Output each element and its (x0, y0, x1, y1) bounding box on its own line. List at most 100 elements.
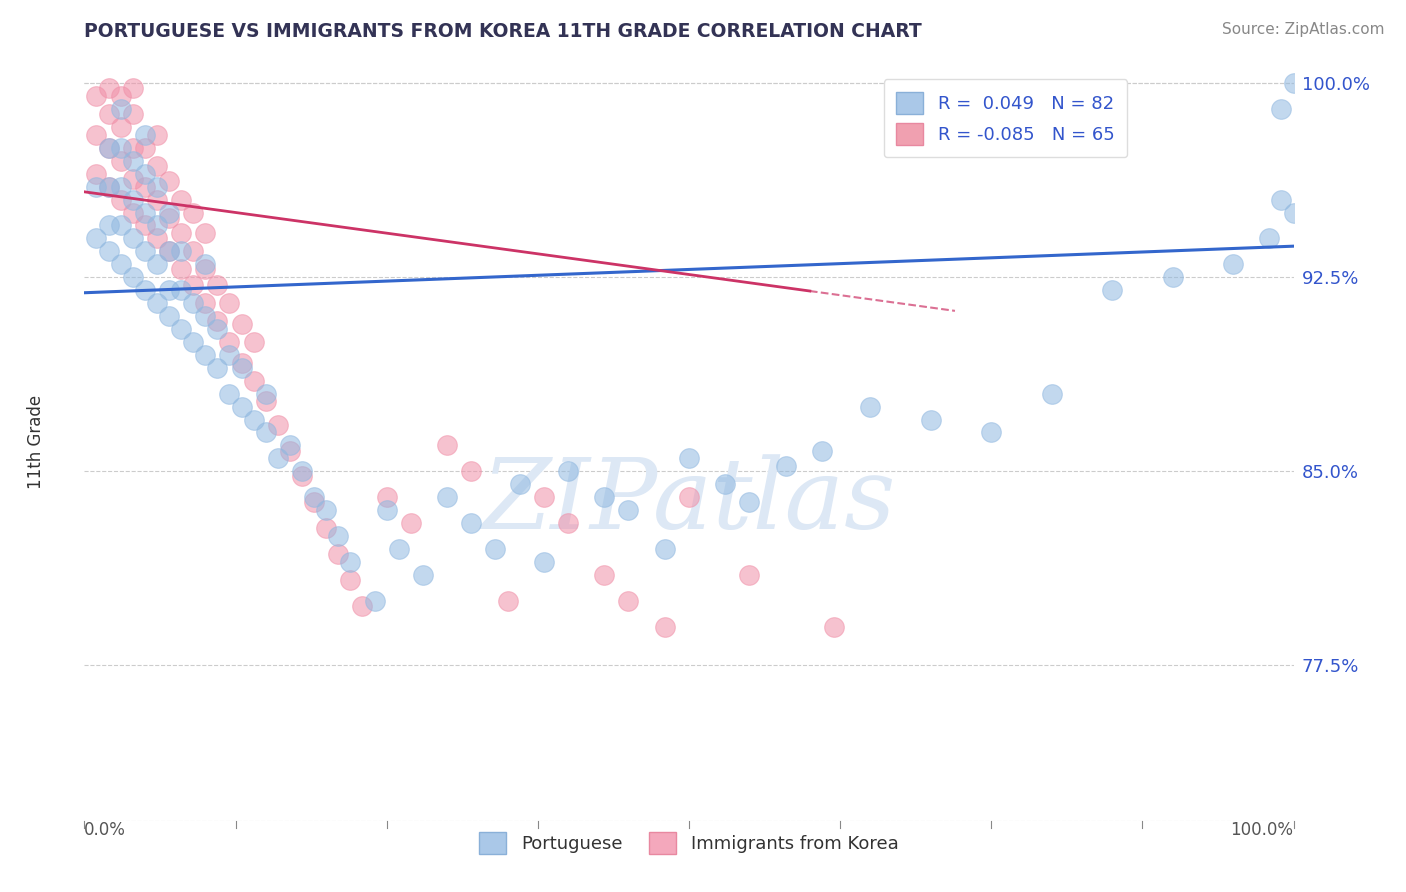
Point (157, 205, 180, 219)
Text: ZIPatlas: ZIPatlas (482, 455, 896, 549)
Point (146, 159, 169, 173)
Point (134, 128, 156, 142)
Point (557, 516, 579, 530)
Point (363, 593, 385, 607)
Point (375, 503, 398, 517)
Point (375, 490, 398, 504)
Point (352, 599, 374, 613)
Point (146, 219, 169, 233)
Point (121, 81, 143, 95)
Point (460, 464, 482, 478)
Point (170, 283, 193, 297)
Point (97, 244, 120, 259)
Point (134, 205, 156, 219)
Point (242, 334, 264, 349)
Point (146, 257, 169, 271)
Point (121, 193, 143, 207)
Point (121, 231, 143, 245)
Point (412, 567, 434, 582)
Point (170, 244, 193, 259)
Point (218, 296, 240, 310)
Point (134, 179, 156, 194)
Point (110, 120, 132, 135)
Point (496, 593, 519, 607)
Point (339, 555, 361, 569)
Point (593, 490, 616, 504)
Point (1258, 231, 1281, 245)
Point (339, 573, 361, 587)
Point (157, 244, 180, 259)
Point (157, 211, 180, 225)
Point (157, 309, 180, 323)
Point (291, 464, 314, 478)
Point (1282, 76, 1305, 90)
Point (110, 141, 132, 155)
Point (231, 400, 253, 414)
Point (207, 360, 229, 375)
Point (121, 205, 143, 219)
Point (557, 464, 579, 478)
Point (86, 231, 108, 245)
Point (207, 314, 229, 328)
Point (110, 179, 132, 194)
Point (859, 400, 882, 414)
Text: Source: ZipAtlas.com: Source: ZipAtlas.com (1222, 22, 1385, 37)
Point (267, 417, 290, 432)
Point (170, 226, 193, 240)
Point (194, 226, 217, 240)
Point (110, 219, 132, 233)
Point (157, 244, 180, 259)
Point (1282, 205, 1305, 219)
Point (97, 141, 120, 155)
Point (97, 81, 120, 95)
Point (181, 205, 204, 219)
Point (315, 503, 337, 517)
Point (170, 322, 193, 336)
Point (121, 153, 143, 168)
Point (920, 412, 942, 426)
Point (207, 322, 229, 336)
Point (157, 283, 180, 297)
Point (617, 503, 640, 517)
Point (654, 619, 676, 633)
Point (121, 270, 143, 285)
Point (121, 107, 143, 121)
Point (302, 495, 325, 509)
Point (194, 309, 217, 323)
Point (678, 490, 700, 504)
Point (678, 451, 700, 466)
Point (231, 317, 253, 331)
Point (460, 516, 482, 530)
Point (218, 334, 240, 349)
Point (315, 521, 337, 535)
Point (1161, 270, 1184, 285)
Point (134, 283, 156, 297)
Point (134, 244, 156, 259)
Point (97, 179, 120, 194)
Point (1270, 193, 1292, 207)
Point (980, 425, 1002, 440)
Point (134, 219, 156, 233)
Point (291, 469, 314, 483)
Point (231, 360, 253, 375)
Point (146, 231, 169, 245)
Point (1101, 283, 1123, 297)
Point (121, 141, 143, 155)
Point (811, 443, 834, 458)
Point (328, 547, 350, 561)
Point (775, 459, 797, 474)
Point (194, 348, 217, 362)
Point (654, 541, 676, 556)
Point (823, 619, 845, 633)
Point (86, 179, 108, 194)
Point (267, 451, 290, 466)
Point (194, 296, 217, 310)
Point (254, 386, 277, 401)
Point (302, 490, 325, 504)
Point (157, 174, 180, 188)
Point (1222, 257, 1244, 271)
Text: 11th Grade: 11th Grade (27, 394, 45, 489)
Point (86, 128, 108, 142)
Point (170, 193, 193, 207)
Legend: Portuguese, Immigrants from Korea: Portuguese, Immigrants from Korea (472, 824, 905, 861)
